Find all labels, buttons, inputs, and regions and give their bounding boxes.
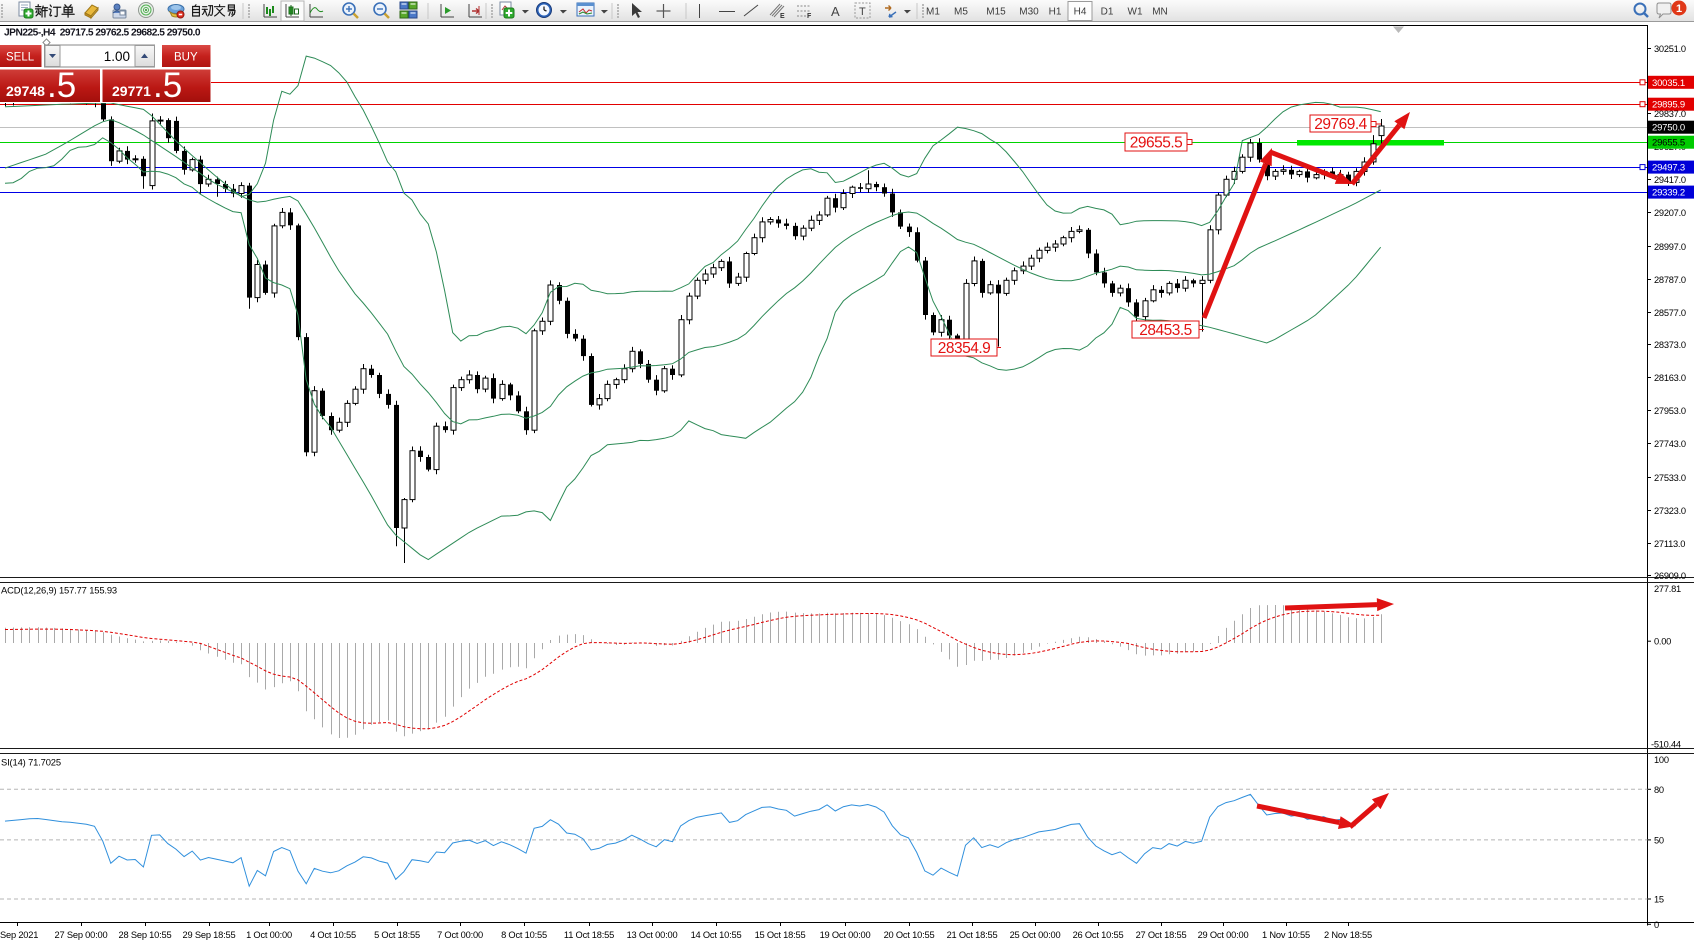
svg-text:19 Oct 00:00: 19 Oct 00:00 — [820, 930, 871, 940]
svg-text:29769.4: 29769.4 — [1314, 116, 1367, 133]
svg-text:M1: M1 — [926, 7, 940, 18]
svg-text:E: E — [780, 13, 785, 20]
svg-text:2 Nov 18:55: 2 Nov 18:55 — [1324, 930, 1372, 940]
svg-text:28453.5: 28453.5 — [1139, 322, 1192, 339]
svg-text:27 Oct 18:55: 27 Oct 18:55 — [1136, 930, 1187, 940]
svg-text:28997.0: 28997.0 — [1654, 242, 1686, 252]
svg-text:29750.0: 29750.0 — [1652, 123, 1685, 134]
svg-text:M5: M5 — [954, 7, 968, 18]
svg-text:Sep 2021: Sep 2021 — [0, 930, 38, 940]
svg-text:30251.0: 30251.0 — [1654, 44, 1686, 54]
svg-text:100: 100 — [1654, 755, 1669, 765]
svg-text:28787.0: 28787.0 — [1654, 275, 1686, 285]
svg-text:SI(14) 71.7025: SI(14) 71.7025 — [1, 757, 61, 768]
svg-text:M30: M30 — [1019, 7, 1039, 18]
svg-text:50: 50 — [1654, 835, 1664, 845]
svg-text:F: F — [807, 13, 812, 20]
svg-text:SELL: SELL — [6, 52, 35, 64]
svg-text:27533.0: 27533.0 — [1654, 473, 1686, 483]
svg-text:27323.0: 27323.0 — [1654, 506, 1686, 516]
svg-text:80: 80 — [1654, 785, 1664, 795]
svg-text:W1: W1 — [1128, 7, 1143, 18]
svg-text:1.00: 1.00 — [104, 49, 130, 64]
svg-text:A: A — [831, 4, 840, 19]
svg-text:MN: MN — [1152, 7, 1168, 18]
svg-text:15: 15 — [1654, 895, 1664, 905]
svg-text:277.81: 277.81 — [1654, 584, 1681, 594]
svg-text:8 Oct 10:55: 8 Oct 10:55 — [501, 930, 547, 940]
svg-text:28373.0: 28373.0 — [1654, 340, 1686, 350]
svg-text:.5: .5 — [153, 66, 182, 105]
svg-text:26 Oct 10:55: 26 Oct 10:55 — [1073, 930, 1124, 940]
svg-text:BUY: BUY — [174, 52, 198, 64]
svg-text:H4: H4 — [1074, 7, 1087, 18]
svg-text:13 Oct 00:00: 13 Oct 00:00 — [627, 930, 678, 940]
svg-text:29 Sep 18:55: 29 Sep 18:55 — [183, 930, 236, 940]
svg-text:29655.5: 29655.5 — [1130, 135, 1183, 152]
svg-text:28577.0: 28577.0 — [1654, 308, 1686, 318]
svg-text:1: 1 — [1676, 3, 1682, 15]
svg-text:27113.0: 27113.0 — [1654, 539, 1685, 549]
svg-text:0: 0 — [1654, 920, 1659, 930]
svg-text:29771: 29771 — [112, 83, 151, 99]
svg-text:27743.0: 27743.0 — [1654, 439, 1686, 449]
svg-text:29 Oct 00:00: 29 Oct 00:00 — [1198, 930, 1249, 940]
svg-text:.5: .5 — [47, 66, 76, 105]
svg-text:1 Nov 10:55: 1 Nov 10:55 — [1262, 930, 1310, 940]
svg-text:H1: H1 — [1049, 7, 1062, 18]
svg-text:27953.0: 27953.0 — [1654, 406, 1686, 416]
svg-text:26909.0: 26909.0 — [1654, 571, 1686, 581]
svg-text:29207.0: 29207.0 — [1654, 208, 1686, 218]
svg-text:25 Oct 00:00: 25 Oct 00:00 — [1010, 930, 1061, 940]
svg-text:1 Oct 00:00: 1 Oct 00:00 — [246, 930, 292, 940]
svg-text:ACD(12,26,9) 157.77 155.93: ACD(12,26,9) 157.77 155.93 — [1, 585, 117, 596]
svg-text:M15: M15 — [986, 7, 1006, 18]
svg-text:29497.3: 29497.3 — [1652, 163, 1685, 174]
svg-text:14 Oct 10:55: 14 Oct 10:55 — [691, 930, 742, 940]
svg-text:D1: D1 — [1101, 7, 1114, 18]
svg-text:29417.0: 29417.0 — [1654, 175, 1686, 185]
svg-text:28163.0: 28163.0 — [1654, 373, 1686, 383]
svg-text:29895.9: 29895.9 — [1652, 100, 1685, 111]
svg-text:30035.1: 30035.1 — [1652, 78, 1685, 89]
svg-text:29339.2: 29339.2 — [1652, 188, 1685, 199]
svg-text:28 Sep 10:55: 28 Sep 10:55 — [119, 930, 172, 940]
svg-text:-510.44: -510.44 — [1651, 740, 1681, 750]
svg-text:7 Oct 00:00: 7 Oct 00:00 — [437, 930, 483, 940]
svg-text:29748: 29748 — [6, 83, 45, 99]
svg-text:20 Oct 10:55: 20 Oct 10:55 — [884, 930, 935, 940]
svg-text:T: T — [859, 6, 866, 18]
svg-text:15 Oct 18:55: 15 Oct 18:55 — [755, 930, 806, 940]
svg-text:29837.0: 29837.0 — [1654, 109, 1686, 119]
svg-text:JPN225-,H4 29717.5 29762.5 29: JPN225-,H4 29717.5 29762.5 29682.5 29750… — [4, 28, 201, 39]
svg-text:0.00: 0.00 — [1654, 637, 1671, 647]
svg-text:4 Oct 10:55: 4 Oct 10:55 — [310, 930, 356, 940]
svg-text:27 Sep 00:00: 27 Sep 00:00 — [55, 930, 108, 940]
svg-text:5 Oct 18:55: 5 Oct 18:55 — [374, 930, 420, 940]
svg-text:29655.5: 29655.5 — [1652, 138, 1685, 149]
svg-text:28354.9: 28354.9 — [938, 340, 991, 357]
svg-text:21 Oct 18:55: 21 Oct 18:55 — [947, 930, 998, 940]
svg-text:11 Oct 18:55: 11 Oct 18:55 — [564, 930, 614, 940]
